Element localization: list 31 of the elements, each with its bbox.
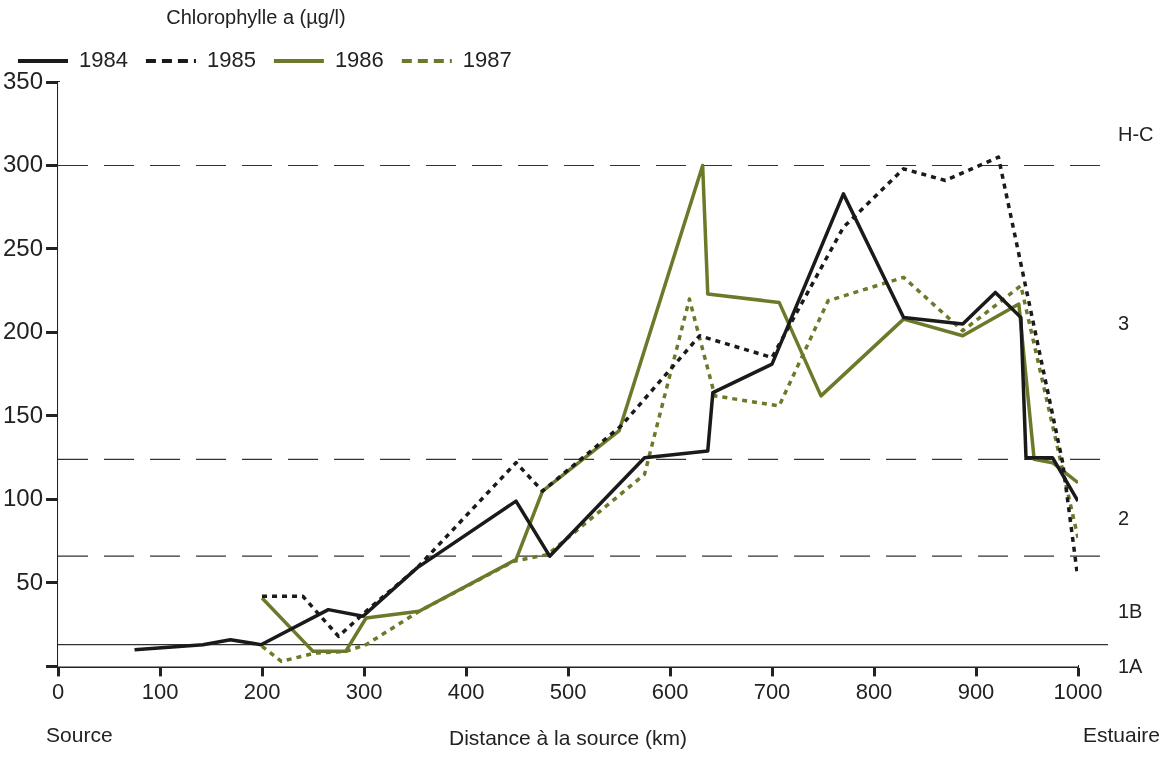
x-tick-label: 100	[141, 678, 179, 704]
y-tick-label: 200	[3, 317, 44, 345]
x-tick-label: 800	[855, 678, 893, 704]
x-tick-label: 500	[549, 678, 587, 704]
text: Source	[46, 722, 113, 746]
legend-label: 1984	[79, 47, 128, 73]
x-axis-title: Distance à la source (km)	[448, 726, 688, 750]
band-label: 2	[1118, 507, 1130, 530]
band-label: 3	[1118, 311, 1130, 334]
legend-label: 1986	[334, 47, 384, 73]
y-tick-label: 100	[3, 484, 44, 512]
y-tick-label: 350	[3, 66, 44, 94]
y-tick-label: 50	[16, 567, 44, 595]
x-tick-label: 700	[753, 678, 791, 704]
x-tick-label: 400	[447, 678, 485, 704]
y-tick-label: 150	[3, 400, 44, 428]
y-tick-label: 250	[3, 233, 44, 261]
x-tick-label: 300	[345, 678, 383, 704]
band-label: 1A	[1118, 655, 1144, 678]
legend-title: Chlorophylle a (µg/l)	[166, 5, 346, 28]
x-tick-label: 1000	[1053, 678, 1103, 704]
x-tick-label: 200	[243, 678, 281, 704]
band-label: 1B	[1118, 599, 1143, 622]
y-tick-label: 300	[3, 150, 44, 178]
x-tick-label: 0	[51, 678, 65, 704]
legend-label: 1987	[462, 47, 512, 73]
band-label: H-C	[1118, 123, 1154, 146]
text: Estuaire	[1082, 722, 1160, 746]
x-tick-label: 600	[651, 678, 689, 704]
x-tick-label: 900	[957, 678, 995, 704]
legend-label: 1985	[206, 47, 256, 73]
